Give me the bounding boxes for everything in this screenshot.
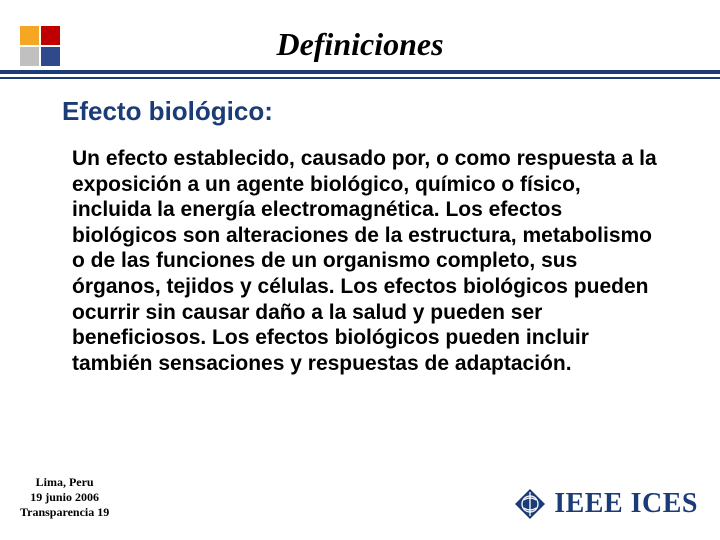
footer-slide-number: Transparencia 19 <box>20 505 109 520</box>
body-paragraph: Un efecto establecido, causado por, o co… <box>72 146 658 376</box>
footer-location: Lima, Peru <box>20 475 109 490</box>
section-heading: Efecto biológico: <box>62 96 273 127</box>
footer-date: 19 junio 2006 <box>20 490 109 505</box>
ieee-label: IEEE ICES <box>554 488 698 520</box>
rule-thin <box>0 77 720 79</box>
slide-title: Definiciones <box>0 26 720 63</box>
title-bar: Definiciones <box>0 26 720 63</box>
footer-right: IEEE ICES <box>514 488 698 520</box>
ieee-logo-icon <box>514 488 546 520</box>
slide: Definiciones Efecto biológico: Un efecto… <box>0 0 720 540</box>
footer-left: Lima, Peru 19 junio 2006 Transparencia 1… <box>20 475 109 520</box>
title-rules <box>0 70 720 79</box>
